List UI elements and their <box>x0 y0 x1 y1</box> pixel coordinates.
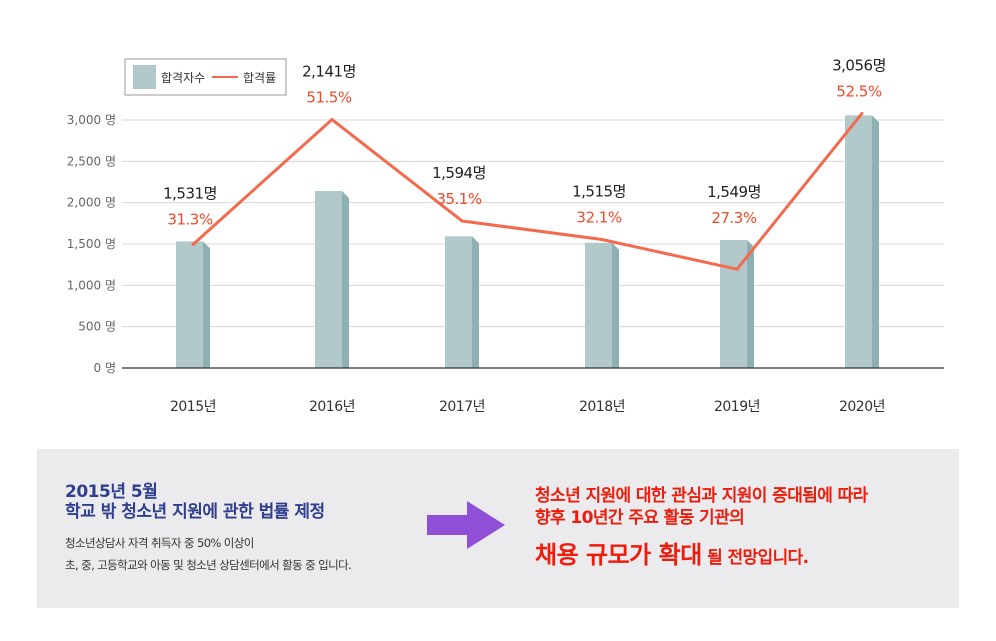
y-axis: 0 명 500 명 1,000 명 1,500 명 2,000 명 2,500 명 3,00… <box>67 113 116 375</box>
rate-value-label: 27.3% <box>711 209 756 227</box>
rate-value-label: 32.1% <box>576 209 621 227</box>
rate-value-label: 31.3% <box>167 210 212 228</box>
y-tick-label: 2,500 명 <box>67 154 116 168</box>
bar <box>585 242 619 368</box>
bar-side <box>342 191 349 368</box>
y-tick-label: 500 명 <box>78 320 116 334</box>
rate-point <box>860 111 864 115</box>
bar-value-label: 3,056명 <box>832 56 886 74</box>
chart-canvas: 0 명 500 명 1,000 명 1,500 명 2,000 명 2,500 명 3,00… <box>67 56 944 415</box>
rate-point <box>330 118 334 122</box>
legend: 합격자수 합격률 <box>124 58 287 96</box>
bar-value-label: 1,515명 <box>572 183 626 201</box>
y-tick-label: 2,000 명 <box>67 196 116 210</box>
bar <box>845 115 879 368</box>
rate-point <box>191 242 195 246</box>
law-desc-line1: 청소년상담사 자격 취득자 중 50% 이상이 <box>65 536 254 550</box>
bar-front <box>720 239 747 368</box>
bar-front <box>315 191 342 368</box>
grid-lines <box>122 119 944 328</box>
bar-value-label: 1,549명 <box>707 183 761 201</box>
bar-value-label: 1,594명 <box>432 164 486 182</box>
rate-point <box>600 238 604 242</box>
law-date: 2015년 5월 <box>65 482 158 502</box>
rate-value-label: 52.5% <box>836 82 881 100</box>
x-tick-label: 2015년 <box>170 399 216 415</box>
bar-value-label: 1,531명 <box>163 184 217 202</box>
info-panel: 2015년 5월 학교 밖 청소년 지원에 관한 법률 제정 청소년상담사 자격… <box>37 449 959 608</box>
bar-value-label: 2,141명 <box>302 63 356 81</box>
bar <box>315 191 349 368</box>
bar-side <box>612 242 619 368</box>
bar-side <box>872 115 879 368</box>
outlook-line2: 향후 10년간 주요 활동 기관의 <box>535 508 745 528</box>
bar-side <box>472 236 479 368</box>
right-arrow-icon <box>427 501 505 549</box>
bar-front <box>445 236 472 368</box>
bar-front <box>585 242 612 368</box>
bars <box>176 115 879 368</box>
rate-value-label: 35.1% <box>436 190 481 208</box>
legend-bar-swatch <box>133 65 156 89</box>
rate-line <box>191 112 864 271</box>
law-desc-line2: 초, 중, 고등학교와 아동 및 청소년 상담센터에서 활동 중 입니다. <box>65 558 352 572</box>
bar-front <box>176 241 203 368</box>
data-labels: 1,531명 31.3% 2,141명 51.5% 1,594명 35.1% 1,515명 3… <box>163 56 886 228</box>
bar-side <box>747 239 754 368</box>
bar <box>445 236 479 368</box>
x-axis: 2015년 2016년 2017년 2018년 2019년 2020년 <box>170 399 886 415</box>
x-tick-label: 2017년 <box>439 399 485 415</box>
legend-bar-label: 합격자수 <box>161 71 205 85</box>
law-title: 학교 밖 청소년 지원에 관한 법률 제정 <box>65 502 325 522</box>
outlook-line1: 청소년 지원에 대한 관심과 지원이 증대됨에 따라 <box>535 486 868 506</box>
y-tick-label: 0 명 <box>94 361 117 375</box>
x-tick-label: 2019년 <box>714 399 760 415</box>
outlook-rest: 될 전망입니다. <box>701 548 809 568</box>
x-tick-label: 2016년 <box>309 399 355 415</box>
rate-point <box>735 267 739 271</box>
legend-line-label: 합격률 <box>243 71 276 85</box>
law-info: 2015년 5월 학교 밖 청소년 지원에 관한 법률 제정 청소년상담사 자격… <box>65 482 352 576</box>
y-tick-label: 1,500 명 <box>67 237 116 251</box>
y-tick-label: 3,000 명 <box>67 113 116 127</box>
bar-front <box>845 115 872 368</box>
x-tick-label: 2020년 <box>839 399 885 415</box>
rate-line-series <box>191 111 864 271</box>
outlook-info: 청소년 지원에 대한 관심과 지원이 증대됨에 따라 향후 10년간 주요 활동… <box>535 485 868 570</box>
outlook-emphasis: 채용 규모가 확대 <box>535 541 702 569</box>
bar <box>720 239 754 368</box>
y-tick-label: 1,000 명 <box>67 278 116 292</box>
rate-value-label: 51.5% <box>306 89 351 107</box>
bar-side <box>203 241 210 368</box>
x-tick-label: 2018년 <box>579 399 625 415</box>
rate-point <box>460 219 464 223</box>
outlook-line3: 채용 규모가 확대 될 전망입니다. <box>535 535 868 570</box>
bar <box>176 241 210 368</box>
